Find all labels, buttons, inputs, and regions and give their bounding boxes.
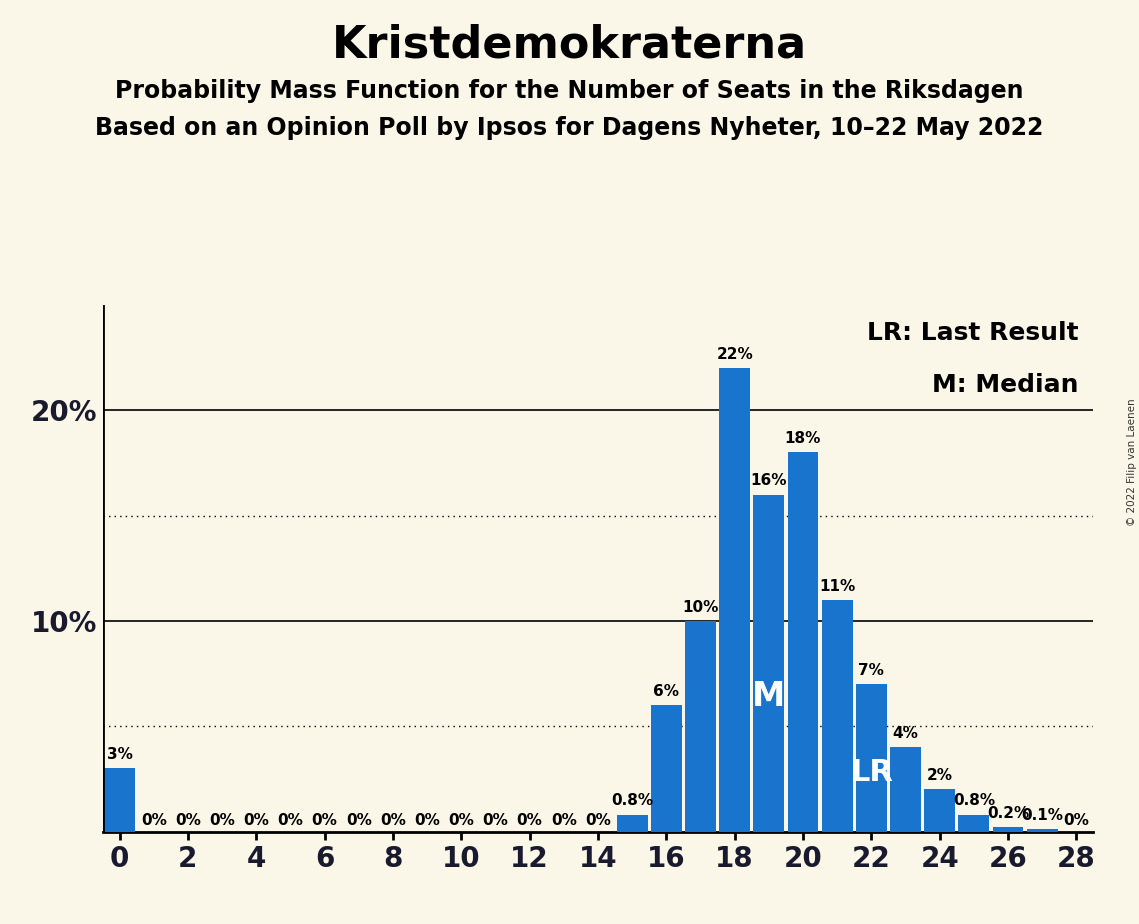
- Bar: [720, 368, 751, 832]
- Text: 16%: 16%: [751, 473, 787, 488]
- Bar: [959, 815, 989, 832]
- Text: LR: LR: [850, 758, 893, 787]
- Text: © 2022 Filip van Laenen: © 2022 Filip van Laenen: [1126, 398, 1137, 526]
- Text: Kristdemokraterna: Kristdemokraterna: [331, 23, 808, 67]
- Text: 0%: 0%: [312, 813, 337, 829]
- Text: 10%: 10%: [682, 600, 719, 614]
- Text: 4%: 4%: [893, 726, 918, 741]
- Bar: [754, 494, 784, 832]
- Text: 0%: 0%: [175, 813, 200, 829]
- Text: 11%: 11%: [819, 578, 855, 593]
- Text: 3%: 3%: [107, 748, 132, 762]
- Text: Probability Mass Function for the Number of Seats in the Riksdagen: Probability Mass Function for the Number…: [115, 79, 1024, 103]
- Text: 0.8%: 0.8%: [612, 794, 653, 808]
- Bar: [857, 684, 886, 832]
- Text: Based on an Opinion Poll by Ipsos for Dagens Nyheter, 10–22 May 2022: Based on an Opinion Poll by Ipsos for Da…: [96, 116, 1043, 140]
- Bar: [891, 748, 921, 832]
- Text: 0%: 0%: [380, 813, 405, 829]
- Text: 18%: 18%: [785, 432, 821, 446]
- Text: 0%: 0%: [517, 813, 542, 829]
- Bar: [652, 705, 681, 832]
- Text: 0%: 0%: [551, 813, 576, 829]
- Text: 0%: 0%: [415, 813, 440, 829]
- Text: M: Median: M: Median: [932, 373, 1079, 397]
- Text: LR: Last Result: LR: Last Result: [867, 321, 1079, 345]
- Bar: [788, 453, 818, 832]
- Text: 22%: 22%: [716, 346, 753, 362]
- Text: 0%: 0%: [141, 813, 166, 829]
- Text: 7%: 7%: [859, 663, 884, 678]
- Bar: [686, 621, 715, 832]
- Bar: [925, 789, 954, 832]
- Text: 0%: 0%: [1064, 813, 1089, 829]
- Bar: [993, 827, 1024, 832]
- Bar: [617, 815, 647, 832]
- Bar: [105, 769, 134, 832]
- Text: 0%: 0%: [278, 813, 303, 829]
- Bar: [822, 600, 852, 832]
- Text: 0.8%: 0.8%: [953, 794, 994, 808]
- Text: 0.2%: 0.2%: [986, 806, 1030, 821]
- Text: 0%: 0%: [244, 813, 269, 829]
- Text: 0.1%: 0.1%: [1022, 808, 1063, 823]
- Text: 0%: 0%: [346, 813, 371, 829]
- Text: 0%: 0%: [449, 813, 474, 829]
- Text: 0%: 0%: [210, 813, 235, 829]
- Text: 0%: 0%: [585, 813, 611, 829]
- Text: 2%: 2%: [927, 768, 952, 784]
- Bar: [1027, 830, 1057, 832]
- Text: M: M: [752, 680, 786, 713]
- Text: 0%: 0%: [483, 813, 508, 829]
- Text: 6%: 6%: [654, 684, 679, 699]
